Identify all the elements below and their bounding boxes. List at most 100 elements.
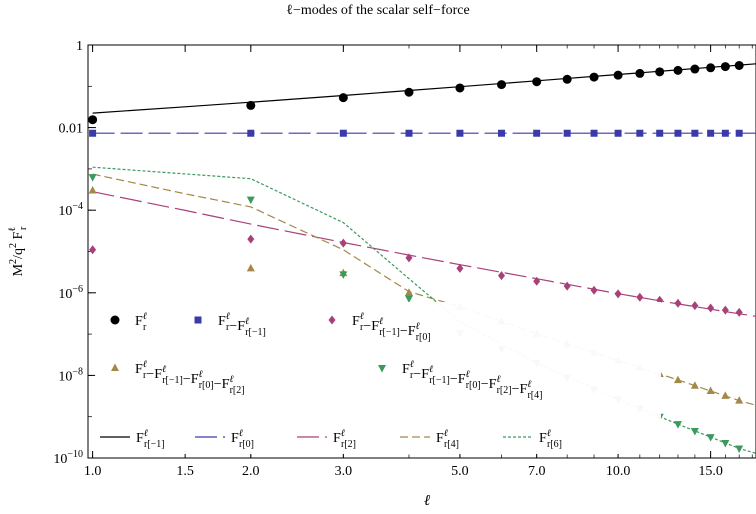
legend-box — [95, 302, 661, 454]
y-axis-label: M2/q2 Fℓr — [7, 226, 29, 276]
data-point-2-7 — [563, 281, 571, 291]
data-point-2-3 — [405, 253, 413, 263]
data-point-4-14 — [706, 434, 715, 442]
data-point-4-2 — [339, 271, 348, 279]
x-tick-label: 5.0 — [451, 464, 469, 479]
data-point-1-6 — [533, 129, 541, 137]
data-point-2-5 — [498, 271, 506, 281]
legend-label: Fℓ r[4] — [436, 428, 459, 450]
data-point-1-9 — [614, 129, 622, 137]
data-point-1-0 — [89, 129, 97, 137]
data-point-2-4 — [456, 263, 464, 273]
x-tick-label: 7.0 — [528, 464, 546, 479]
data-point-1-11 — [656, 129, 664, 137]
data-point-0-8 — [589, 72, 599, 82]
data-point-1-14 — [707, 129, 715, 137]
data-point-2-1 — [247, 234, 255, 244]
data-point-1-12 — [674, 129, 682, 137]
data-point-2-9 — [614, 289, 622, 299]
data-point-3-16 — [735, 396, 744, 404]
y-tick-label: 0.01 — [59, 122, 84, 137]
legend-label: Fℓ r−Fℓ r[−1] — [218, 311, 266, 338]
series-line-7 — [92, 191, 756, 317]
data-point-1-3 — [405, 129, 413, 137]
legend-marker-3 — [111, 363, 119, 371]
data-point-4-1 — [246, 196, 255, 205]
data-points — [88, 60, 744, 453]
legend-label: Fℓ r−Fℓ r[−1]−Fℓ r[0]−Fℓ r[2]−Fℓ r[4] — [402, 359, 542, 401]
data-point-3-12 — [673, 375, 682, 384]
legend-label: Fℓ r[−1] — [136, 428, 165, 450]
data-point-3-15 — [721, 391, 730, 399]
data-point-3-13 — [690, 381, 699, 389]
data-point-4-0 — [88, 174, 97, 182]
data-point-2-13 — [691, 301, 699, 311]
data-point-0-7 — [562, 74, 572, 84]
legend-marker-2 — [328, 315, 336, 325]
x-tick-label: 10.0 — [606, 464, 631, 479]
data-point-2-6 — [533, 276, 541, 286]
data-point-4-3 — [404, 295, 413, 303]
data-point-3-14 — [706, 386, 715, 394]
data-point-3-0 — [88, 185, 97, 194]
axes: 1.0 1.5 2.0 3.0 5.0 7.0 10.0 15.0 1 0.01 10−4 10−6 1… — [53, 39, 756, 479]
data-point-3-3 — [404, 288, 413, 296]
y-tick-label: 10−4 — [58, 201, 83, 219]
y-tick-label: 1 — [76, 39, 83, 54]
data-point-2-8 — [590, 285, 598, 295]
data-point-1-15 — [721, 129, 729, 137]
y-tick-label: 10−8 — [58, 366, 83, 384]
legend-label: Fℓ r−Fℓ r[−1]−Fℓ r[0] — [352, 311, 431, 343]
data-point-0-14 — [706, 63, 716, 73]
data-point-0-6 — [532, 77, 542, 87]
data-point-0-10 — [635, 68, 645, 78]
legend-marker-4 — [378, 365, 386, 373]
data-point-1-2 — [339, 129, 347, 137]
data-point-4-13 — [690, 428, 699, 436]
data-point-2-12 — [674, 298, 682, 308]
data-point-3-1 — [246, 263, 255, 272]
legend-marker-0 — [110, 315, 120, 325]
data-point-4-15 — [721, 440, 730, 448]
data-point-0-13 — [690, 64, 700, 74]
data-point-0-16 — [734, 60, 744, 70]
legend-label: Fℓ r[6] — [539, 428, 562, 450]
data-point-0-4 — [455, 83, 465, 93]
legend-label: Fℓ r — [135, 311, 147, 333]
data-point-2-16 — [735, 307, 743, 317]
data-point-2-0 — [89, 245, 97, 255]
x-tick-label: 1.0 — [84, 464, 102, 479]
data-point-0-15 — [720, 62, 730, 72]
data-point-2-15 — [721, 305, 729, 315]
data-point-1-5 — [498, 129, 506, 137]
data-point-0-0 — [88, 115, 98, 125]
data-point-2-2 — [339, 238, 347, 248]
legend-label: Fℓ r−Fℓ r[−1]−Fℓ r[0]−Fℓ r[2] — [135, 359, 245, 396]
data-point-0-12 — [673, 65, 683, 75]
x-axis-label: ℓ — [424, 493, 430, 509]
legend: Fℓ r Fℓ r−Fℓ r[−1] Fℓ r−Fℓ r[−1]−Fℓ r[0] Fℓ r−Fℓ r[… — [95, 302, 661, 454]
data-point-2-14 — [707, 303, 715, 313]
data-point-1-16 — [735, 129, 743, 137]
data-point-0-5 — [497, 80, 507, 90]
x-tick-label: 1.5 — [176, 464, 194, 479]
data-point-0-2 — [338, 93, 348, 103]
data-point-1-4 — [456, 129, 464, 137]
data-point-4-12 — [673, 421, 682, 429]
x-tick-label: 3.0 — [335, 464, 353, 479]
data-point-0-9 — [613, 70, 623, 80]
data-point-0-1 — [246, 100, 256, 110]
data-point-0-11 — [655, 67, 665, 77]
data-point-1-13 — [691, 129, 699, 137]
data-point-2-10 — [636, 292, 644, 302]
data-point-1-7 — [563, 129, 571, 137]
data-point-0-3 — [404, 87, 414, 97]
data-point-1-8 — [590, 129, 598, 137]
legend-marker-1 — [194, 316, 202, 324]
x-tick-label: 15.0 — [698, 464, 723, 479]
legend-label: Fℓ r[2] — [333, 428, 356, 450]
chart-title: ℓ−modes of the scalar self−force — [286, 3, 470, 18]
x-tick-label: 2.0 — [242, 464, 260, 479]
legend-label: Fℓ r[0] — [231, 428, 254, 450]
y-tick-label: 10−6 — [58, 284, 83, 302]
